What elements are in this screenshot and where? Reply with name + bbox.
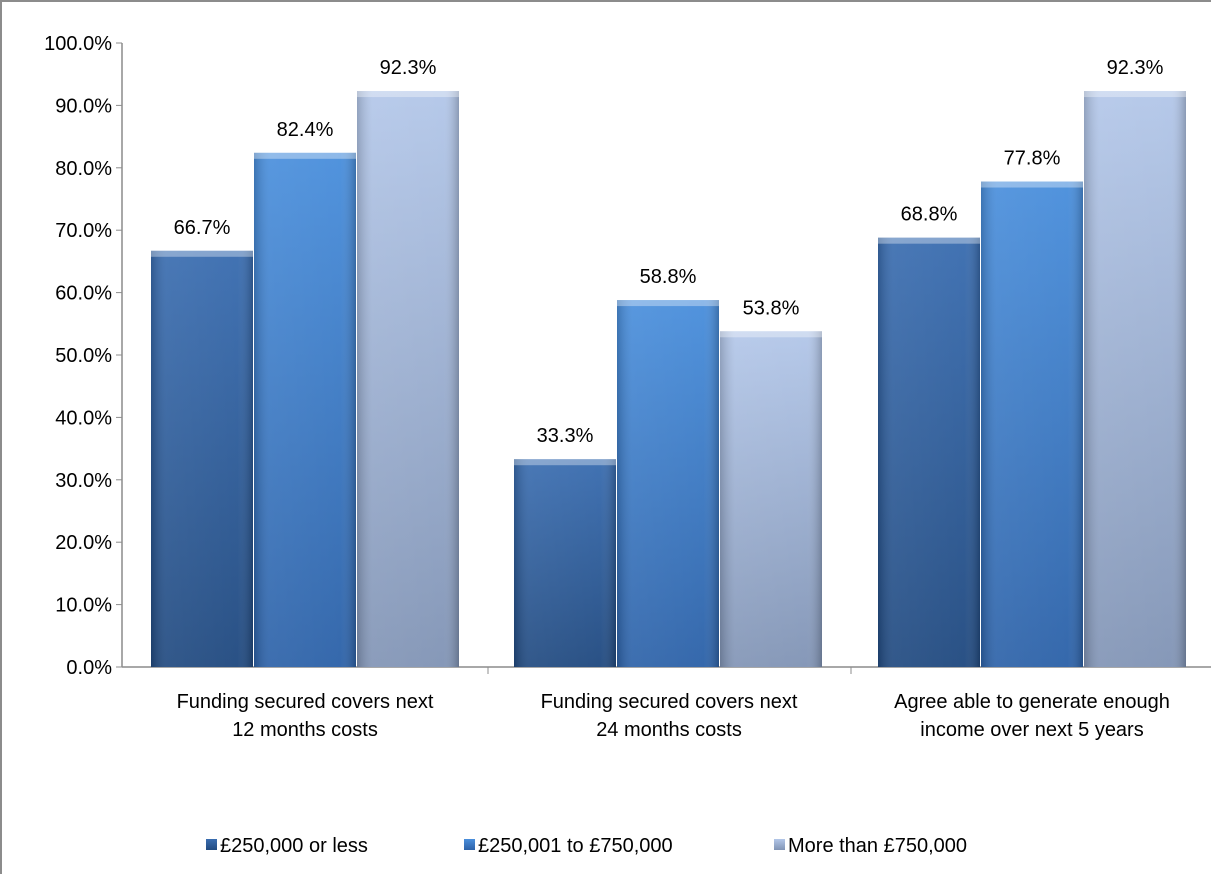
legend-label: £250,001 to £750,000 — [478, 835, 673, 857]
bar-top-bevel — [617, 300, 719, 307]
category-label: Funding secured covers next — [177, 691, 434, 713]
bar-top-bevel — [1084, 91, 1186, 98]
category-label: Agree able to generate enough — [894, 691, 1170, 713]
y-tick-label: 100.0% — [44, 33, 112, 55]
bar-top-bevel — [254, 152, 356, 159]
data-label: 58.8% — [640, 266, 697, 288]
data-label: 53.8% — [743, 297, 800, 319]
y-tick-label: 20.0% — [55, 532, 112, 554]
y-tick-label: 40.0% — [55, 407, 112, 429]
data-label: 33.3% — [537, 425, 594, 447]
bar-shading — [617, 300, 719, 667]
legend-swatch — [464, 839, 475, 850]
category-label: 12 months costs — [232, 719, 378, 741]
bar-top-bevel — [720, 331, 822, 338]
category-label: income over next 5 years — [920, 719, 1143, 741]
bar-top-bevel — [514, 459, 616, 466]
bar-shading — [254, 152, 356, 668]
y-tick-label: 0.0% — [66, 657, 112, 679]
legend-swatch — [774, 839, 785, 850]
bar-shading — [1084, 91, 1186, 668]
bar-top-bevel — [151, 250, 253, 257]
bar-top-bevel — [981, 181, 1083, 188]
legend-swatch — [206, 839, 217, 850]
bar-top-bevel — [357, 91, 459, 98]
data-label: 68.8% — [901, 204, 958, 226]
y-tick-label: 90.0% — [55, 95, 112, 117]
y-tick-label: 60.0% — [55, 283, 112, 305]
bar-shading — [357, 91, 459, 668]
data-label: 92.3% — [380, 57, 437, 79]
bar-shading — [151, 250, 253, 668]
data-label: 66.7% — [174, 217, 231, 239]
legend-label: £250,000 or less — [220, 835, 368, 857]
data-label: 92.3% — [1107, 57, 1164, 79]
bar-top-bevel — [878, 237, 980, 244]
y-tick-label: 10.0% — [55, 595, 112, 617]
bar-shading — [878, 237, 980, 668]
y-tick-label: 80.0% — [55, 158, 112, 180]
y-tick-label: 70.0% — [55, 220, 112, 242]
y-tick-label: 30.0% — [55, 470, 112, 492]
y-tick-label: 50.0% — [55, 345, 112, 367]
category-label: Funding secured covers next — [541, 691, 798, 713]
bar-shading — [720, 331, 822, 667]
bar-shading — [981, 181, 1083, 667]
category-label: 24 months costs — [596, 719, 742, 741]
data-label: 82.4% — [277, 119, 334, 141]
bar-shading — [514, 459, 616, 667]
legend-label: More than £750,000 — [788, 835, 967, 857]
data-label: 77.8% — [1004, 148, 1061, 170]
